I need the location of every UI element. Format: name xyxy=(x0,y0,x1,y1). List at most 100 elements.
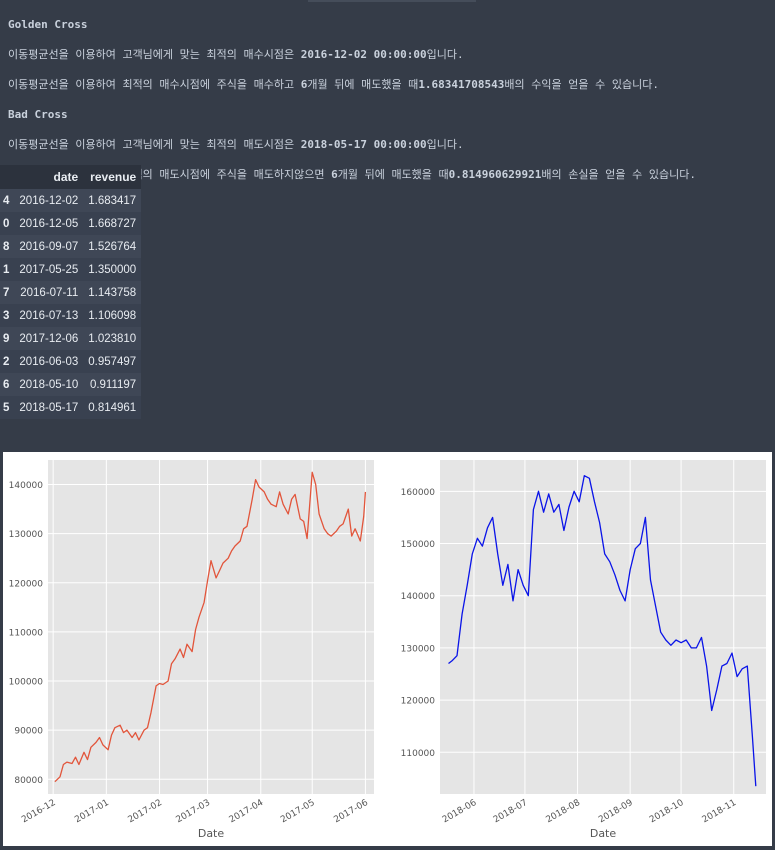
plot-area xyxy=(48,460,374,794)
x-tick-label: 2018-07 xyxy=(492,798,530,825)
y-tick-label: 120000 xyxy=(401,697,436,707)
row-date: 2017-05-25 xyxy=(14,258,84,281)
x-tick-label: 2018-10 xyxy=(648,798,686,826)
row-index: 4 xyxy=(0,189,15,212)
y-tick-label: 120000 xyxy=(9,579,44,589)
row-date: 2016-07-13 xyxy=(14,304,84,327)
cell-divider xyxy=(308,0,476,2)
x-tick-label: 2018-08 xyxy=(544,798,582,826)
row-revenue: 1.023810 xyxy=(83,327,142,350)
y-tick-label: 160000 xyxy=(401,488,436,498)
chart-2: 110000 120000 130000 140000 150000 160000 2018… xyxy=(401,460,766,840)
row-date: 2016-12-02 xyxy=(14,189,84,212)
golden-line2-suffix: 배의 수익을 얻을 수 있습니다. xyxy=(504,78,659,91)
row-revenue: 1.526764 xyxy=(83,235,142,258)
y-tick-label: 110000 xyxy=(9,628,44,638)
row-index: 3 xyxy=(0,304,15,327)
golden-cross-output: Golden Cross 이동평균선을 이용하여 고객님에게 맞는 최적의 매수… xyxy=(8,2,659,107)
revenue-header: revenue xyxy=(83,165,142,189)
y-tick-label: 150000 xyxy=(401,540,436,550)
table-row: 0 2016-12-05 1.668727 xyxy=(0,212,142,235)
y-tick-label: 140000 xyxy=(9,481,44,491)
date-header: date xyxy=(14,165,84,189)
table-row: 9 2017-12-06 1.023810 xyxy=(0,327,142,350)
row-date: 2016-06-03 xyxy=(14,350,84,373)
row-index: 1 xyxy=(0,258,15,281)
y-tick-label: 80000 xyxy=(14,776,43,786)
table-row: 3 2016-07-13 1.106098 xyxy=(0,304,142,327)
table-row: 8 2016-09-07 1.526764 xyxy=(0,235,142,258)
price-line xyxy=(54,471,367,783)
x-tick-label: 2018-06 xyxy=(441,798,479,826)
row-revenue: 1.143758 xyxy=(83,281,142,304)
golden-line1-suffix: 입니다. xyxy=(426,48,464,61)
y-tick-label: 100000 xyxy=(9,678,44,688)
golden-buy-date: 2016-12-02 00:00:00 xyxy=(300,48,427,61)
chart-1: 80000 90000 100000 110000 120000 130000 140000… xyxy=(9,460,374,840)
y-tick-label: 130000 xyxy=(401,644,436,654)
revenue-table: date revenue 4 2016-12-02 1.683417 0 2016-1… xyxy=(0,165,142,419)
y-tick-label: 110000 xyxy=(401,749,436,759)
x-tick-label: 2017-06 xyxy=(332,798,370,826)
figure-output: 80000 90000 100000 110000 120000 130000 140000… xyxy=(3,452,772,846)
bad-cross-output: Bad Cross 이동평균선을 이용하여 고객님에게 맞는 최적의 매도시점은… xyxy=(8,92,696,197)
table-row: 1 2017-05-25 1.350000 xyxy=(0,258,142,281)
x-axis-label: Date xyxy=(590,827,617,840)
table-row: 4 2016-12-02 1.683417 xyxy=(0,189,142,212)
row-index: 7 xyxy=(0,281,15,304)
row-index: 2 xyxy=(0,350,15,373)
table-row: 7 2016-07-11 1.143758 xyxy=(0,281,142,304)
price-line xyxy=(448,475,757,787)
golden-cross-heading: Golden Cross xyxy=(8,18,88,31)
bad-line1-suffix: 입니다. xyxy=(426,138,464,151)
row-revenue: 0.814961 xyxy=(83,396,142,419)
row-index: 5 xyxy=(0,396,15,419)
bad-line2-mid: 개월 뒤에 매도했을 때 xyxy=(337,168,449,181)
row-revenue: 1.106098 xyxy=(83,304,142,327)
row-date: 2018-05-17 xyxy=(14,396,84,419)
x-tick-label: 2016-12 xyxy=(20,798,58,825)
bad-cross-line2: 이동평균선을 이용하여 최적의 매도시점에 주식을 매도하지않으면 6개월 뒤에… xyxy=(8,167,696,182)
table-header-row: date revenue xyxy=(0,165,142,189)
bad-line2-suffix: 배의 손실을 얻을 수 있습니다. xyxy=(541,168,696,181)
x-tick-label: 2017-05 xyxy=(279,798,317,825)
x-tick-label: 2017-01 xyxy=(73,798,111,825)
golden-multiplier: 1.68341708543 xyxy=(418,78,505,91)
y-tick-label: 90000 xyxy=(14,727,43,737)
row-revenue: 1.668727 xyxy=(83,212,142,235)
row-revenue: 1.350000 xyxy=(83,258,142,281)
row-date: 2018-05-10 xyxy=(14,373,84,396)
row-index: 0 xyxy=(0,212,15,235)
golden-months: 6 xyxy=(300,78,308,91)
row-date: 2017-12-06 xyxy=(14,327,84,350)
row-revenue: 1.683417 xyxy=(83,189,142,212)
golden-cross-line2: 이동평균선을 이용하여 최적의 매수시점에 주식을 매수하고 6개월 뒤에 매도… xyxy=(8,77,659,92)
bad-cross-line1: 이동평균선을 이용하여 고객님에게 맞는 최적의 매도시점은 2018-05-1… xyxy=(8,137,696,152)
plot-area xyxy=(440,460,766,794)
y-tick-label: 130000 xyxy=(9,530,44,540)
bad-multiplier: 0.814960629921 xyxy=(448,168,542,181)
golden-line1-text: 이동평균선을 이용하여 고객님에게 맞는 최적의 매수시점은 xyxy=(8,48,301,61)
golden-line2-mid: 개월 뒤에 매도했을 때 xyxy=(307,78,419,91)
x-tick-label: 2017-02 xyxy=(126,798,164,825)
row-date: 2016-09-07 xyxy=(14,235,84,258)
x-tick-label: 2017-04 xyxy=(228,798,266,826)
x-tick-label: 2018-09 xyxy=(597,798,635,826)
bad-cross-heading: Bad Cross xyxy=(8,108,68,121)
y-tick-label: 140000 xyxy=(401,592,436,602)
row-revenue: 0.911197 xyxy=(83,373,142,396)
bad-sell-date: 2018-05-17 00:00:00 xyxy=(300,138,427,151)
golden-cross-line1: 이동평균선을 이용하여 고객님에게 맞는 최적의 매수시점은 2016-12-0… xyxy=(8,47,659,62)
row-date: 2016-07-11 xyxy=(14,281,84,304)
golden-line2-text: 이동평균선을 이용하여 최적의 매수시점에 주식을 매수하고 xyxy=(8,78,301,91)
row-index: 6 xyxy=(0,373,15,396)
table-row: 5 2018-05-17 0.814961 xyxy=(0,396,142,419)
table-row: 6 2018-05-10 0.911197 xyxy=(0,373,142,396)
x-tick-label: 2018-11 xyxy=(701,798,739,825)
row-date: 2016-12-05 xyxy=(14,212,84,235)
x-axis-label: Date xyxy=(198,827,225,840)
bad-months: 6 xyxy=(331,168,338,181)
bad-line1-text: 이동평균선을 이용하여 고객님에게 맞는 최적의 매도시점은 xyxy=(8,138,301,151)
price-charts-figure: 80000 90000 100000 110000 120000 130000 140000… xyxy=(9,460,766,840)
x-tick-label: 2017-03 xyxy=(174,798,212,825)
